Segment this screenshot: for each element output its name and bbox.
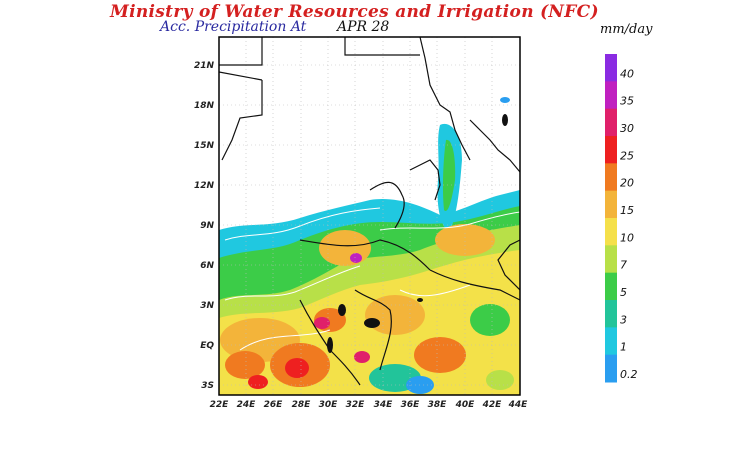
lat-label: 3N	[200, 301, 214, 311]
colorbar-label: 15	[620, 204, 634, 217]
lon-label: 24E	[237, 400, 257, 410]
colorbar-label: 35	[620, 95, 634, 108]
colorbar-swatch	[605, 300, 617, 328]
lon-label: 28E	[292, 400, 312, 410]
lat-label: EQ	[200, 341, 214, 351]
colorbar-swatch	[605, 54, 617, 82]
lon-label: 44E	[508, 400, 529, 410]
colorbar-swatch	[605, 163, 617, 192]
lon-label: 40E	[455, 400, 476, 410]
lon-label: 38E	[428, 400, 448, 410]
lon-label: 36E	[401, 400, 421, 410]
lon-label: 42E	[482, 400, 503, 410]
lat-label: 21N	[194, 61, 215, 71]
units-label: mm/day	[600, 22, 653, 37]
colorbar-label: 20	[620, 177, 634, 190]
colorbar-labels: 40 35 30 25 20 15 10 7 5 3 1 0.2	[620, 67, 638, 381]
precipitation-field	[219, 97, 520, 395]
colorbar-swatch	[605, 136, 617, 164]
lat-label: 9N	[200, 221, 214, 231]
lon-label: 30E	[319, 400, 339, 410]
lon-label: 34E	[374, 400, 394, 410]
colorbar-label: 30	[620, 122, 634, 135]
lat-label: 15N	[194, 141, 215, 151]
colorbar: 40 35 30 25 20 15 10 7 5 3 1 0.2	[605, 54, 638, 383]
colorbar-swatch	[605, 108, 617, 137]
lon-label: 32E	[346, 400, 366, 410]
lon-label: 22E	[210, 400, 230, 410]
lat-label: 3S	[201, 381, 214, 391]
colorbar-swatch	[605, 272, 617, 301]
map-title: Ministry of Water Resources and Irrigati…	[110, 2, 599, 22]
lon-label: 26E	[264, 400, 284, 410]
date-label: APR 28	[337, 19, 390, 35]
lat-label: 18N	[194, 101, 215, 111]
colorbar-label: 5	[620, 286, 627, 299]
colorbar-swatch	[605, 327, 617, 356]
colorbar-label: 7	[620, 259, 627, 272]
lat-label: 6N	[200, 261, 214, 271]
product-label: Acc. Precipitation At	[160, 19, 307, 35]
colorbar-swatch	[605, 218, 617, 246]
colorbar-label: 10	[620, 231, 634, 244]
precipitation-map: 21N 18N 15N 12N 9N 6N 3N EQ 3S 22E 24E 2…	[194, 36, 529, 410]
colorbar-label: 25	[620, 149, 634, 162]
latitude-labels: 21N 18N 15N 12N 9N 6N 3N EQ 3S	[194, 61, 215, 391]
lakes	[327, 114, 508, 353]
colorbar-label: 0.2	[620, 368, 638, 381]
longitude-labels: 22E 24E 26E 28E 30E 32E 34E 36E 38E 40E …	[210, 400, 529, 410]
colorbar-label: 40	[620, 67, 634, 80]
colorbar-swatch	[605, 190, 617, 219]
colorbar-swatches	[605, 54, 617, 383]
colorbar-label: 3	[620, 313, 627, 326]
colorbar-swatch	[605, 81, 617, 110]
colorbar-swatch	[605, 245, 617, 274]
country-borders	[219, 37, 520, 386]
colorbar-label: 1	[620, 341, 627, 354]
colorbar-swatch	[605, 354, 617, 383]
lat-label: 12N	[194, 181, 215, 191]
map-frame	[218, 36, 521, 396]
